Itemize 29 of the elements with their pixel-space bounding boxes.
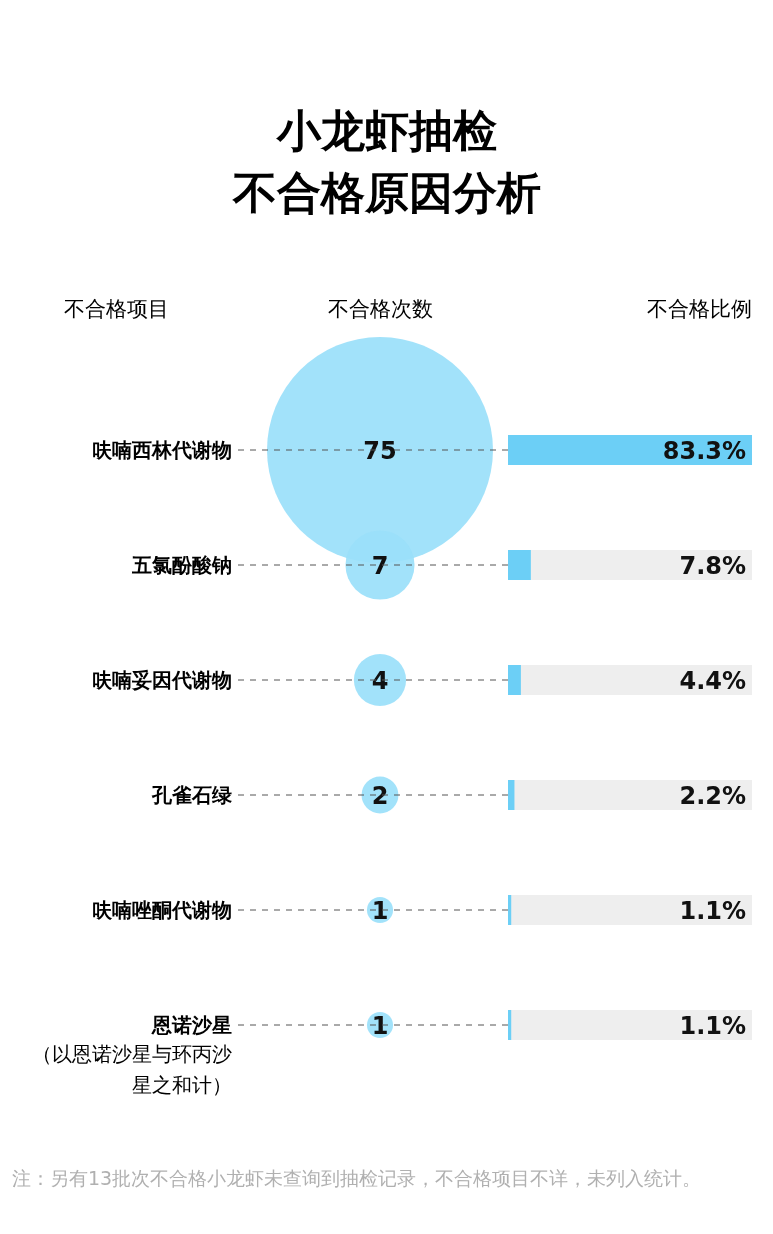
data-label: 1.1% <box>679 897 746 925</box>
bar <box>508 1010 512 1040</box>
bar <box>508 780 515 810</box>
data-label: 4 <box>371 667 389 695</box>
bar <box>508 665 521 695</box>
data-label: 83.3% <box>662 437 746 465</box>
data-label: 2 <box>371 782 389 810</box>
category-label: 呋喃妥因代谢物 <box>92 668 232 692</box>
data-label: 1 <box>371 1012 389 1040</box>
category-label: 恩诺沙星 <box>151 1013 232 1037</box>
data-label: 1.1% <box>679 1012 746 1040</box>
text: 不合格项目 <box>63 297 169 321</box>
data-label: 4.4% <box>679 667 746 695</box>
data-label: 75 <box>363 437 397 465</box>
category-label: 五氯酚酸钠 <box>131 553 232 577</box>
text: （以恩诺沙星与环丙沙星之和计） <box>32 1042 232 1097</box>
data-label: 1 <box>371 897 389 925</box>
text: 小龙虾抽检不合格原因分析 <box>231 104 542 220</box>
data-label: 7 <box>371 552 389 580</box>
bar <box>508 550 531 580</box>
category-label: 呋喃唑酮代谢物 <box>92 898 232 922</box>
category-label: 孔雀石绿 <box>151 783 232 807</box>
series-label: 不合格次数 <box>327 297 433 321</box>
data-label: 2.2% <box>679 782 746 810</box>
data-label: 7.8% <box>679 552 746 580</box>
bar <box>508 895 512 925</box>
text: 不合格比例 <box>647 297 752 321</box>
text: 注：另有13批次不合格小龙虾未查询到抽检记录，不合格项目不详，未列入统计。 <box>12 1166 703 1191</box>
category-label: 呋喃西林代谢物 <box>92 438 232 462</box>
